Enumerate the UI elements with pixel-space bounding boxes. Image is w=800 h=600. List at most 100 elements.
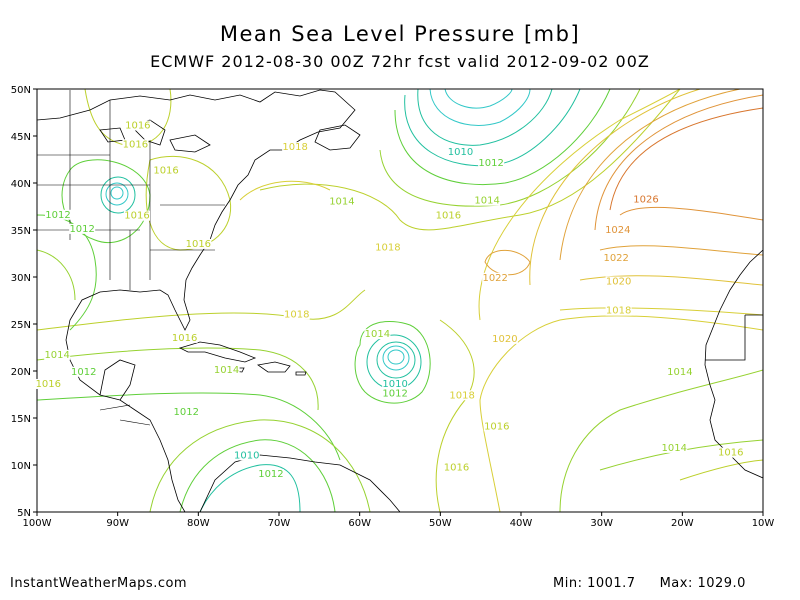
- map-frame: [36, 88, 764, 513]
- contour-label-bg: [483, 421, 510, 432]
- lon-tick-label: 10W: [752, 518, 775, 529]
- contour-label: 1016: [36, 379, 61, 390]
- contour-label-bg: [233, 450, 260, 461]
- min-value: Min: 1001.7: [553, 576, 636, 591]
- contour-label-bg: [382, 388, 409, 399]
- contour-label: 1020: [606, 277, 631, 288]
- contour-label: 1010: [234, 450, 259, 461]
- contour-label-bg: [482, 272, 509, 283]
- contour-label: 1022: [603, 253, 628, 264]
- north-atlantic-low: [259, 89, 681, 231]
- contour-label-bg: [435, 210, 462, 221]
- contour-label-bg: [478, 158, 505, 169]
- contour-label-bg: [603, 253, 630, 264]
- contour-label-bg: [35, 378, 62, 389]
- contour-label: 1024: [605, 225, 630, 236]
- contour-label: 1012: [382, 388, 407, 399]
- lat-tick-label: 45N: [11, 132, 31, 143]
- contour-label-bg: [364, 329, 391, 340]
- max-value: Max: 1029.0: [659, 576, 746, 591]
- lat-tick-label: 25N: [11, 320, 31, 331]
- contour-label-bg: [282, 142, 309, 153]
- tropical-isobars: [37, 289, 763, 512]
- contour-label: 1012: [174, 407, 199, 418]
- axis-ticks: 100W 90W 80W 70W 60W 50W 40W 30W 20W 10W 5N 10N 15N 2…: [11, 85, 775, 529]
- contour-label-bg: [44, 209, 71, 220]
- contour-label-bg: [185, 238, 212, 249]
- contour-label: 1012: [69, 224, 94, 235]
- contour-label-bg: [449, 390, 476, 401]
- lon-tick-label: 80W: [187, 518, 210, 529]
- lat-tick-label: 5N: [17, 508, 31, 519]
- contour-label-bg: [633, 194, 660, 205]
- contour-label-bg: [491, 333, 518, 344]
- lat-tick-label: 40N: [11, 179, 31, 190]
- contour-label: 1016: [124, 211, 149, 222]
- contour-label-bg: [124, 210, 151, 221]
- contour-label: 1018: [282, 142, 307, 153]
- contour-label-bg: [153, 165, 180, 176]
- contour-label: 1012: [45, 210, 70, 221]
- map-title: Mean Sea Level Pressure [mb]: [219, 22, 581, 46]
- contour-label-bg: [328, 196, 355, 207]
- contour-label-bg: [122, 139, 149, 150]
- lat-tick-label: 50N: [11, 85, 31, 96]
- lat-tick-label: 30N: [11, 273, 31, 284]
- contour-labels: 1016101610161016101610181014101210121010…: [35, 120, 744, 480]
- contour-label-bg: [474, 195, 501, 206]
- lon-tick-label: 50W: [429, 518, 452, 529]
- contour-label: 1010: [382, 379, 407, 390]
- contour-label: 1012: [71, 367, 96, 378]
- contour-label: 1012: [258, 469, 283, 480]
- us-low: [61, 159, 151, 244]
- contour-label: 1014: [44, 350, 69, 361]
- lon-tick-label: 30W: [590, 518, 613, 529]
- lon-tick-label: 90W: [106, 518, 129, 529]
- contour-label: 1016: [484, 421, 509, 432]
- contour-label-bg: [171, 332, 198, 343]
- contour-label: 1014: [662, 443, 687, 454]
- contour-label-bg: [69, 223, 96, 234]
- contour-label: 1018: [284, 309, 309, 320]
- contour-label-bg: [44, 349, 71, 360]
- contour-label: 1016: [153, 166, 178, 177]
- contour-label-bg: [443, 462, 470, 473]
- contour-label: 1016: [172, 333, 197, 344]
- contour-label-bg: [717, 447, 744, 458]
- contour-label-bg: [283, 309, 310, 320]
- contour-label: 1018: [375, 243, 400, 254]
- contour-label: 1020: [492, 334, 517, 345]
- contour-label: 1014: [667, 367, 692, 378]
- site-credit: InstantWeatherMaps.com: [10, 576, 188, 591]
- lon-tick-label: 100W: [23, 518, 52, 529]
- min-max-stats: Min: 1001.7 Max: 1029.0: [553, 576, 770, 591]
- lon-tick-label: 60W: [348, 518, 371, 529]
- contour-label: 1014: [365, 329, 390, 340]
- contour-layer: [37, 89, 763, 512]
- contour-label-bg: [666, 366, 693, 377]
- contour-label-bg: [70, 366, 97, 377]
- contour-label-bg: [124, 120, 151, 131]
- contour-label: 1016: [125, 120, 150, 131]
- contour-label-bg: [374, 242, 401, 253]
- contour-label-bg: [382, 378, 409, 389]
- lat-tick-label: 20N: [11, 367, 31, 378]
- contour-label: 1014: [474, 196, 499, 207]
- lon-tick-label: 70W: [268, 518, 291, 529]
- contour-label-bg: [173, 407, 200, 418]
- contour-label-bg: [604, 224, 631, 235]
- coastlines: [37, 89, 763, 512]
- contour-label-bg: [605, 276, 632, 287]
- map-subtitle: ECMWF 2012-08-30 00Z 72hr fcst valid 201…: [150, 52, 650, 71]
- subtropical-high: [478, 89, 763, 321]
- contour-label-bg: [447, 146, 474, 157]
- contour-label-bg: [257, 469, 284, 480]
- us-isobars: [37, 89, 331, 331]
- contour-label: 1014: [329, 197, 354, 208]
- lon-tick-label: 40W: [510, 518, 533, 529]
- contour-label: 1014: [214, 365, 239, 376]
- contour-label: 1016: [718, 448, 743, 459]
- lat-tick-label: 15N: [11, 414, 31, 425]
- contour-label: 1012: [478, 158, 503, 169]
